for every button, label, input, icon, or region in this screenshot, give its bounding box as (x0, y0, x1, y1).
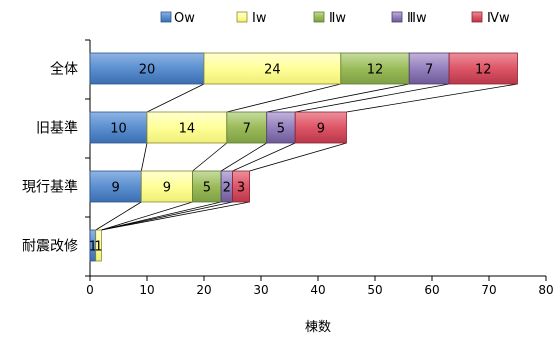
x-tick-label: 20 (196, 283, 211, 297)
legend: Ow Ⅰw Ⅱw Ⅲw Ⅳw (160, 11, 510, 26)
series-line (146, 83, 205, 113)
category-label: 耐震改修 (22, 239, 78, 255)
x-axis-title: 棟数 (305, 320, 331, 335)
series-line (346, 83, 518, 113)
bar-segment-Ⅱw (192, 170, 222, 203)
series-line (192, 142, 228, 172)
legend-label-iw: Ⅰw (252, 11, 267, 26)
x-tick-label: 60 (424, 283, 439, 297)
series-line (101, 201, 233, 231)
data-label: 12 (367, 63, 384, 78)
legend-label-ivw: Ⅳw (487, 11, 510, 26)
bar-segment-Ow (89, 52, 205, 85)
x-tick-label: 0 (86, 283, 94, 297)
legend-label-ow: Ow (174, 11, 195, 26)
bar-segment-Ⅰw (203, 52, 342, 85)
data-label: 24 (264, 63, 281, 78)
data-label: 5 (277, 122, 285, 137)
legend-swatch-iiw (313, 11, 325, 23)
data-label: 1 (94, 240, 102, 255)
bar-segment-Ⅰw (140, 170, 194, 203)
data-label: 5 (203, 181, 211, 196)
data-label: 9 (317, 122, 325, 137)
x-tick-label: 50 (367, 283, 382, 297)
legend-swatch-iw (236, 11, 248, 23)
bar-segment-Ⅱw (340, 52, 410, 85)
x-tick-label: 30 (253, 283, 268, 297)
category-label: 旧基準 (36, 120, 78, 137)
legend-swatch-ivw (471, 11, 483, 23)
bar-segment-Ⅳw (448, 52, 518, 85)
legend-label-iiiw: Ⅲw (407, 11, 427, 26)
data-label: 10 (110, 122, 127, 137)
series-line (140, 142, 148, 172)
data-label: 7 (243, 122, 251, 137)
data-label: 14 (179, 122, 196, 137)
series-line (226, 83, 341, 113)
bar-segment-Ⅰw (146, 111, 228, 144)
series-line (295, 83, 450, 113)
series-line (95, 201, 142, 231)
data-label: 9 (112, 181, 120, 196)
data-label: 3 (237, 181, 245, 196)
series-line (101, 201, 250, 231)
legend-label-iiw: Ⅱw (329, 11, 346, 26)
legend-swatch-ow (160, 11, 172, 23)
bar-segment-Ⅳw (294, 111, 347, 144)
bar-segment-Ⅱw (226, 111, 268, 144)
series-line (101, 201, 193, 231)
data-label: 2 (223, 181, 231, 196)
series-line (220, 142, 267, 172)
data-label: 1 (89, 240, 97, 255)
x-tick-label: 70 (481, 283, 496, 297)
bar-segment-Ⅳw (232, 170, 251, 203)
bar-segment-Ⅲw (408, 52, 450, 85)
series-line (232, 142, 296, 172)
series-line (249, 142, 347, 172)
data-label: 7 (425, 63, 433, 78)
category-label: 全体 (50, 61, 78, 78)
data-label: 20 (139, 63, 156, 78)
category-label: 現行基準 (22, 179, 78, 196)
x-tick-label: 40 (310, 283, 325, 297)
x-tick-label: 80 (538, 283, 553, 297)
series-line (266, 83, 410, 113)
bar-segment-Ⅰw (95, 229, 102, 262)
data-label: 9 (163, 181, 171, 196)
legend-swatch-iiiw (391, 11, 403, 23)
bar-segment-Ow (89, 111, 148, 144)
x-tick-label: 10 (139, 283, 154, 297)
data-label: 12 (475, 63, 492, 78)
